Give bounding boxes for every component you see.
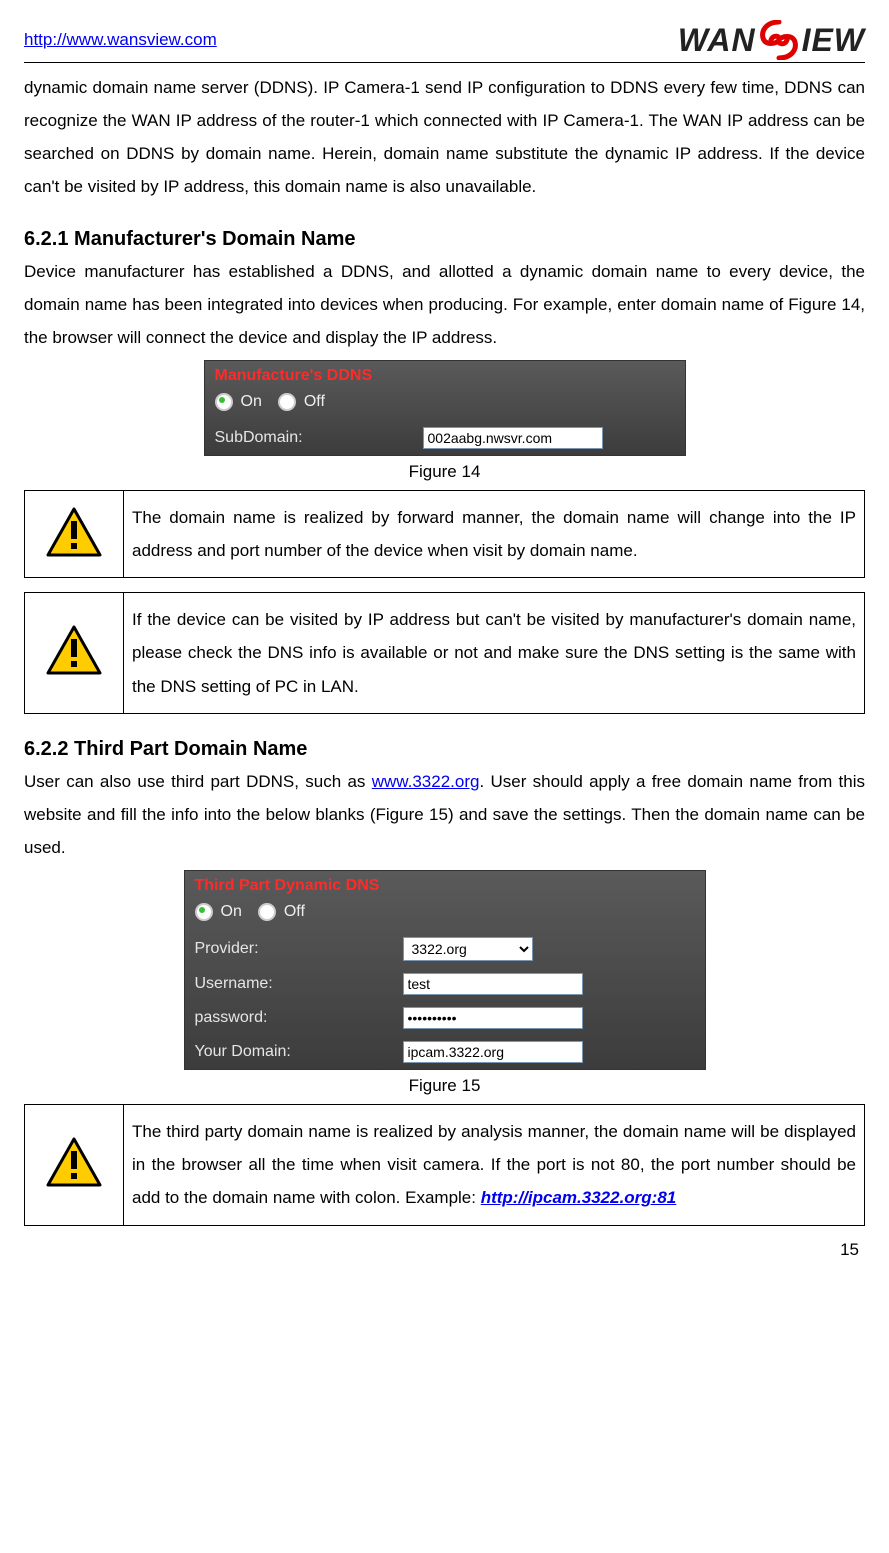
figure14-caption: Figure 14 [24, 462, 865, 482]
page-number: 15 [24, 1230, 865, 1260]
figure14-off-label: Off [304, 393, 325, 411]
figure15-domain-input[interactable] [403, 1041, 583, 1063]
figure14-panel: Manufacture's DDNS On Off SubDomain: [204, 360, 686, 456]
figure15-provider-select[interactable]: 3322.org [403, 937, 533, 961]
figure15-password-label: password: [195, 1009, 395, 1027]
figure15-panel-title: Third Part Dynamic DNS [185, 871, 705, 899]
note2-text: If the device can be visited by IP addre… [124, 593, 865, 713]
figure15-username-label: Username: [195, 975, 395, 993]
section-622-para-pre: User can also use third part DDNS, such … [24, 772, 372, 791]
section-622-title: 6.2.2 Third Part Domain Name [24, 738, 865, 761]
section-622-para: User can also use third part DDNS, such … [24, 765, 865, 864]
section-621-para: Device manufacturer has established a DD… [24, 255, 865, 354]
figure14-subdomain-label: SubDomain: [215, 429, 415, 447]
figure14-onoff-row: On Off [205, 389, 685, 421]
figure15-off-label: Off [284, 903, 305, 921]
note1-table: The domain name is realized by forward m… [24, 490, 865, 578]
intro-paragraph: dynamic domain name server (DDNS). IP Ca… [24, 71, 865, 204]
example-url-link[interactable]: http://ipcam.3322.org:81 [481, 1188, 677, 1207]
logo-text-left: WAN [678, 22, 756, 59]
note3-table: The third party domain name is realized … [24, 1104, 865, 1225]
warning-icon [46, 625, 102, 675]
figure15-provider-row: Provider: 3322.org [185, 931, 705, 967]
figure15-domain-label: Your Domain: [195, 1043, 395, 1061]
figure14-radio-on[interactable] [215, 393, 233, 411]
note1-text: The domain name is realized by forward m… [124, 490, 865, 577]
figure14-radio-off[interactable] [278, 393, 296, 411]
figure15-on-label: On [221, 903, 242, 921]
figure14-on-label: On [241, 393, 262, 411]
warning-icon [46, 1137, 102, 1187]
figure15-caption: Figure 15 [24, 1076, 865, 1096]
figure14-panel-title: Manufacture's DDNS [205, 361, 685, 389]
figure15-username-input[interactable] [403, 973, 583, 995]
figure15-radio-on[interactable] [195, 903, 213, 921]
figure15-provider-label: Provider: [195, 940, 395, 958]
figure15-username-row: Username: [185, 967, 705, 1001]
third-party-ddns-link[interactable]: www.3322.org [372, 772, 480, 791]
figure15-panel: Third Part Dynamic DNS On Off Provider: … [184, 870, 706, 1070]
logo-text-right: IEW [802, 22, 865, 59]
figure14-subdomain-input[interactable] [423, 427, 603, 449]
figure15-onoff-row: On Off [185, 899, 705, 931]
logo-swirl-icon [757, 20, 801, 60]
note3-text: The third party domain name is realized … [124, 1105, 865, 1225]
figure15-radio-off[interactable] [258, 903, 276, 921]
figure14-subdomain-row: SubDomain: [205, 421, 685, 455]
section-621-title: 6.2.1 Manufacturer's Domain Name [24, 228, 865, 251]
figure15-password-row: password: [185, 1001, 705, 1035]
figure15-domain-row: Your Domain: [185, 1035, 705, 1069]
site-url-link[interactable]: http://www.wansview.com [24, 30, 217, 50]
figure15-password-input[interactable] [403, 1007, 583, 1029]
warning-icon [46, 507, 102, 557]
page-header: http://www.wansview.com WAN IEW [24, 20, 865, 63]
note2-table: If the device can be visited by IP addre… [24, 592, 865, 713]
wansview-logo: WAN IEW [678, 20, 865, 60]
